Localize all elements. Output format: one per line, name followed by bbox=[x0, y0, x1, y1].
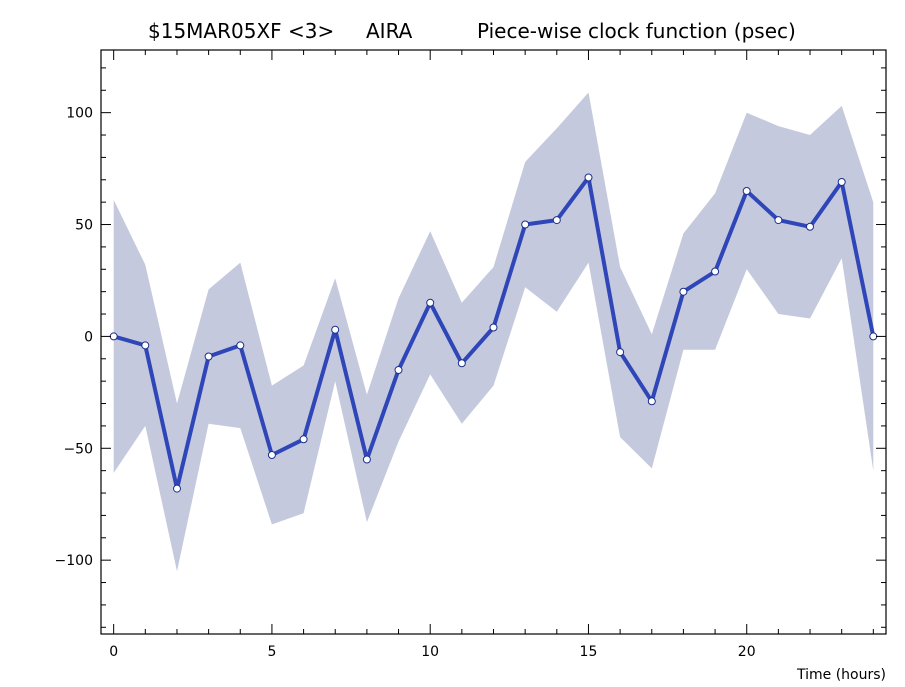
data-point bbox=[426, 298, 435, 307]
data-point bbox=[616, 348, 625, 357]
x-tick-label: 10 bbox=[421, 644, 439, 660]
chart-title-station: AIRA bbox=[366, 19, 413, 43]
data-point bbox=[173, 484, 181, 493]
y-tick-label: −50 bbox=[63, 441, 93, 457]
x-tick-label: 15 bbox=[580, 644, 598, 660]
x-axis-label: Time (hours) bbox=[796, 667, 886, 683]
data-point bbox=[647, 397, 656, 406]
data-point bbox=[457, 359, 466, 368]
data-point bbox=[267, 451, 276, 459]
data-point bbox=[837, 178, 846, 186]
x-tick-label: 20 bbox=[738, 644, 756, 660]
data-point bbox=[711, 267, 720, 276]
data-point bbox=[774, 216, 783, 225]
marker-layer bbox=[109, 173, 878, 493]
data-point bbox=[806, 222, 814, 231]
data-point bbox=[489, 323, 498, 332]
data-point bbox=[299, 435, 308, 444]
data-point bbox=[552, 216, 561, 225]
data-point bbox=[394, 366, 403, 374]
error-band-layer bbox=[113, 92, 874, 572]
y-tick-label: 100 bbox=[66, 106, 93, 122]
data-point bbox=[362, 455, 371, 464]
data-point bbox=[679, 287, 688, 296]
error-band bbox=[113, 92, 874, 572]
data-point bbox=[236, 341, 245, 350]
y-tick-label: 0 bbox=[84, 329, 93, 345]
axes-layer: 0 5 10 15 20 −100 −50 0 50 100 bbox=[55, 49, 887, 660]
data-point bbox=[869, 332, 878, 341]
x-tick-label: 5 bbox=[267, 644, 276, 660]
data-point bbox=[521, 220, 530, 229]
data-point bbox=[204, 352, 213, 361]
data-point bbox=[141, 341, 150, 350]
chart-title-description: Piece-wise clock function (psec) bbox=[477, 19, 796, 43]
x-tick-label: 0 bbox=[109, 644, 118, 660]
chart-title-source: $15MAR05XF <3> bbox=[148, 19, 334, 43]
y-tick-label: 50 bbox=[75, 218, 93, 234]
y-tick-label: −100 bbox=[55, 553, 93, 569]
data-point bbox=[584, 173, 593, 182]
data-point bbox=[109, 332, 118, 341]
data-point bbox=[742, 187, 751, 195]
data-point bbox=[331, 325, 340, 334]
